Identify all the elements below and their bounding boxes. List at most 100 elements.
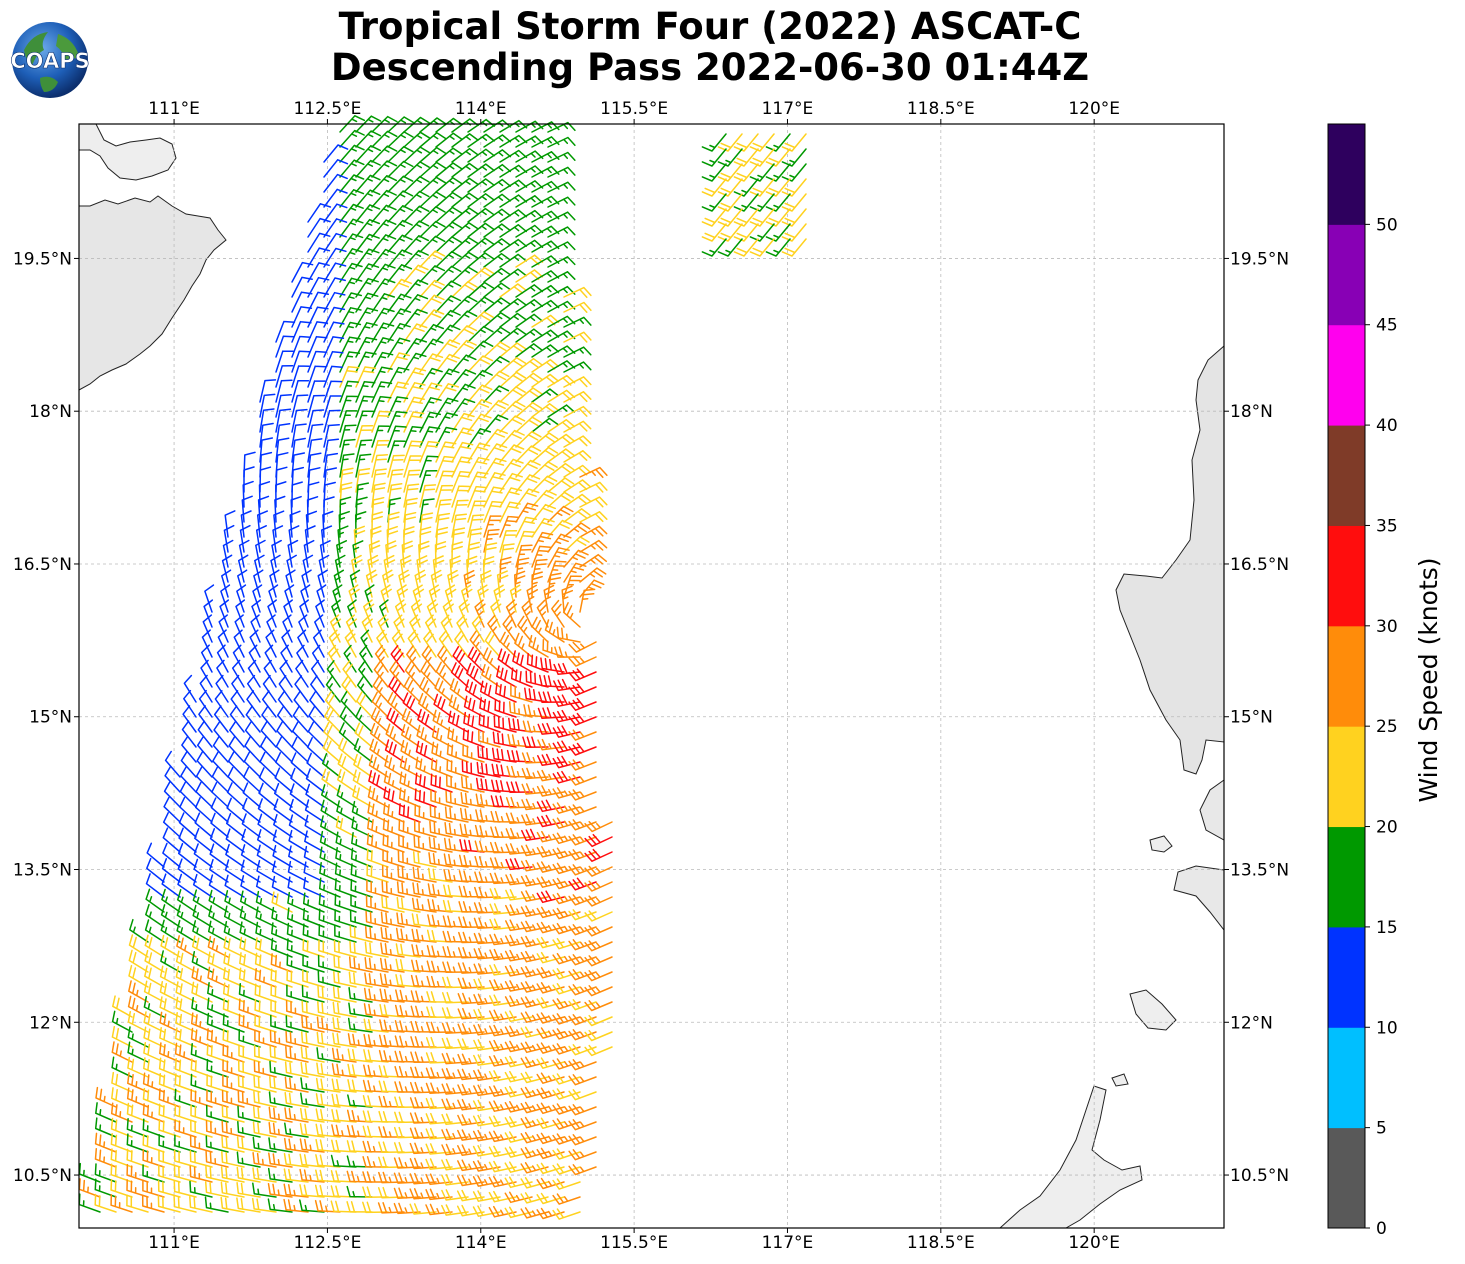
wind-barb: [552, 1208, 581, 1220]
wind-barb: [315, 1093, 341, 1108]
lon-tick-label-top: 111°E: [148, 99, 200, 119]
wind-barb: [749, 223, 775, 242]
wind-barb: [238, 998, 261, 1018]
lon-tick-label-bottom: 111°E: [148, 1233, 200, 1253]
wind-barb: [425, 1173, 453, 1186]
wind-barb: [291, 320, 312, 343]
wind-barb: [493, 715, 517, 733]
wind-barb: [552, 694, 581, 707]
wind-barb: [483, 528, 500, 553]
wind-barb: [355, 439, 373, 463]
wind-barb: [220, 1166, 245, 1183]
wind-barb: [334, 878, 357, 898]
wind-barb: [222, 1043, 245, 1063]
wind-barb: [552, 907, 581, 920]
wind-barb: [190, 1104, 213, 1123]
wind-barb: [441, 1113, 469, 1126]
wind-barb: [291, 291, 313, 313]
wind-barb: [733, 148, 759, 167]
wind-barb: [355, 706, 373, 733]
wind-barb: [306, 496, 319, 523]
wind-barb: [347, 1017, 373, 1033]
wind-barb: [192, 873, 213, 898]
wind-barb: [311, 644, 325, 673]
wind-barb: [434, 677, 453, 703]
wind-barb: [504, 965, 533, 977]
wind-barb: [435, 191, 463, 208]
wind-barb: [237, 569, 248, 598]
wind-barb: [552, 1178, 581, 1190]
wind-barb: [432, 709, 453, 733]
title-line-2: Descending Pass 2022-06-30 01:44Z: [330, 46, 1090, 89]
wind-barb: [411, 913, 437, 928]
wind-barb: [301, 1015, 325, 1033]
wind-barb: [322, 510, 334, 538]
wind-barb: [245, 705, 261, 733]
wind-barb: [568, 804, 597, 816]
wind-barb: [415, 740, 437, 763]
wind-barb: [94, 1163, 117, 1183]
wind-barb: [254, 554, 265, 583]
wind-barb: [483, 267, 511, 283]
wind-barb: [563, 376, 592, 388]
wind-barb: [499, 149, 528, 163]
wind-barb: [240, 859, 261, 883]
wind-barb: [483, 208, 511, 223]
wind-barb: [399, 755, 421, 778]
wind-barb: [158, 1164, 181, 1183]
wind-barb: [196, 751, 213, 778]
wind-barb: [458, 931, 485, 944]
wind-barb: [371, 366, 393, 388]
wind-barb: [563, 522, 591, 538]
wind-barb: [366, 864, 389, 883]
wind-barb: [417, 692, 437, 718]
wind-barb: [491, 763, 517, 778]
wind-barb: [339, 467, 354, 493]
wind-barb: [318, 877, 341, 898]
wind-barb: [162, 842, 181, 868]
wind-barb: [275, 752, 293, 778]
wind-barb: [286, 984, 309, 1003]
wind-barb: [504, 1025, 533, 1038]
wind-barb: [410, 1020, 437, 1033]
wind-barb: [499, 134, 528, 148]
wind-barb: [547, 241, 576, 253]
wind-barb: [435, 265, 462, 283]
wind-barb: [547, 151, 576, 163]
wind-barb: [159, 1011, 181, 1033]
wind-barb: [276, 705, 293, 733]
wind-barb: [568, 668, 597, 682]
wind-barb: [579, 496, 608, 508]
wind-barb: [479, 680, 501, 703]
wind-barb: [363, 1003, 389, 1018]
wind-barb: [426, 1006, 453, 1018]
wind-barb: [413, 819, 437, 838]
wind-barb: [515, 530, 536, 553]
wind-barb: [205, 1165, 229, 1183]
wind-barb: [547, 256, 576, 268]
wind-barb: [239, 524, 251, 553]
wind-barb: [460, 776, 485, 793]
wind-barb: [514, 632, 533, 658]
wind-barb: [568, 641, 597, 653]
wind-barb: [409, 1081, 437, 1094]
wind-barb: [190, 1089, 213, 1108]
wind-barb: [332, 986, 357, 1003]
wind-barb: [547, 462, 575, 478]
wind-barb: [749, 208, 775, 227]
wind-barb: [563, 508, 591, 523]
wind-barb: [289, 510, 301, 538]
wind-barb: [286, 554, 297, 583]
lon-tick-label-bottom: 120°E: [1068, 1233, 1120, 1253]
wind-barb: [387, 410, 408, 433]
wind-barb: [110, 1148, 133, 1168]
wind-barb: [409, 1142, 437, 1155]
wind-barb: [733, 223, 759, 242]
wind-barb: [177, 858, 197, 883]
wind-barb: [499, 631, 517, 658]
wind-barb: [536, 861, 565, 873]
wind-barb: [552, 787, 581, 799]
wind-barb: [253, 1090, 277, 1108]
wind-barb: [489, 933, 517, 946]
wind-barb: [483, 163, 512, 178]
